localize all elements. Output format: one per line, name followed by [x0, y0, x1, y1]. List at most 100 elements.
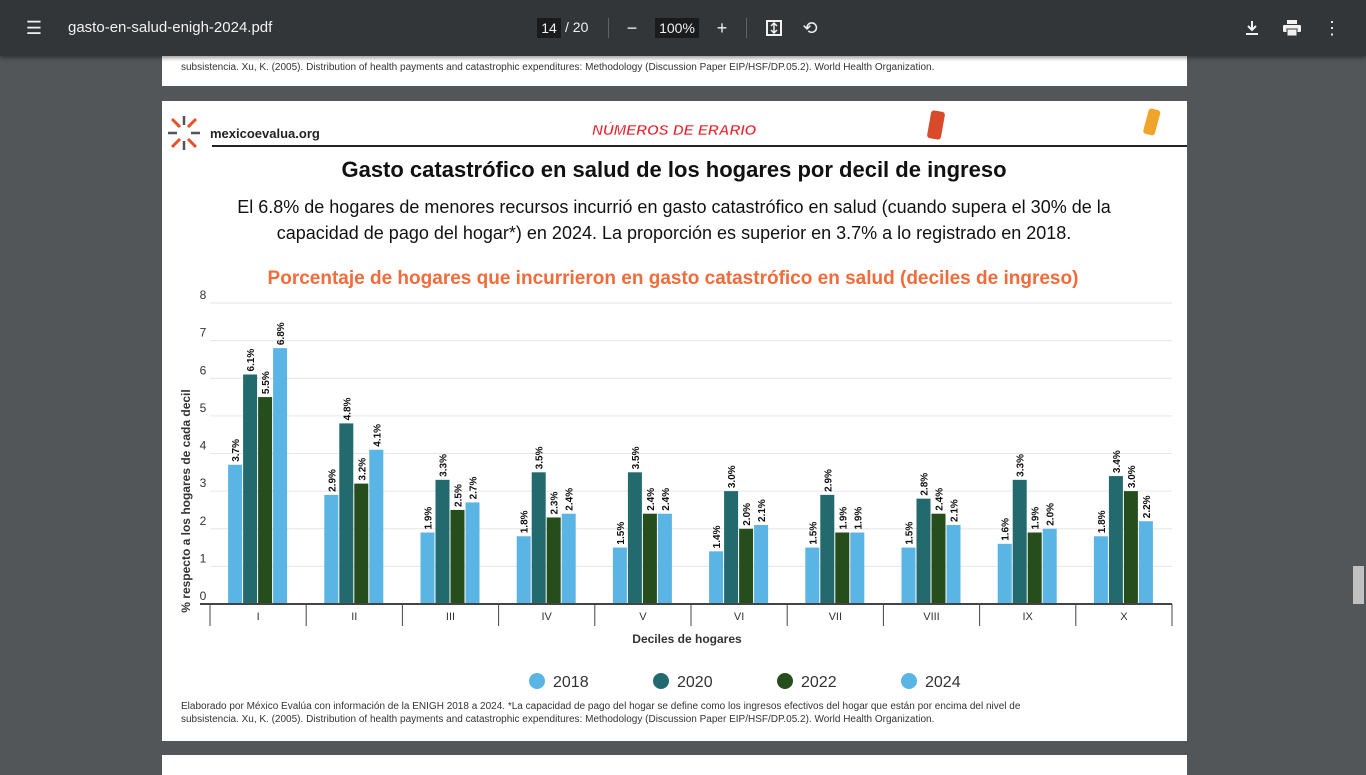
bar-2018-VI [709, 551, 724, 604]
bar-2018-II [324, 494, 339, 604]
bar-2018-VIII [901, 547, 916, 604]
bar-2018-X [1093, 536, 1108, 604]
bar-2024-IV [561, 513, 576, 604]
bar-2024-VI [754, 524, 769, 604]
x-tick-label: IX [1022, 611, 1033, 623]
data-label: 2.4% [661, 488, 672, 511]
footnote: subsistencia. Xu, K. (2005). Distributio… [181, 62, 935, 73]
data-label: 3.4% [1112, 450, 1123, 473]
data-label: 3.5% [631, 446, 642, 469]
hamburger-icon[interactable]: ☰ [25, 17, 43, 38]
more-vert-icon[interactable]: ⋮ [1323, 17, 1341, 38]
bar-2022-IV [546, 517, 561, 604]
zoom-out-button[interactable]: − [626, 17, 638, 38]
scrollbar-thumb[interactable] [1353, 566, 1364, 604]
scrollbar[interactable] [1351, 56, 1366, 768]
divider [746, 18, 747, 38]
data-label: 2.8% [920, 473, 931, 496]
data-label: 2.4% [646, 488, 657, 511]
bar-2022-V [642, 513, 657, 604]
legend-label: 2024 [925, 674, 961, 691]
legend-label: 2020 [677, 674, 713, 691]
data-label: 3.7% [231, 439, 242, 462]
brand-name: mexicoevalua.org [210, 126, 320, 141]
y-tick-label: 5 [200, 401, 207, 415]
bar-2024-II [369, 449, 384, 604]
legend-marker-2018 [529, 673, 545, 689]
data-label: 3.0% [1127, 465, 1138, 488]
x-axis-label: Deciles de hogares [632, 632, 742, 646]
zoom-in-button[interactable]: + [716, 17, 728, 38]
x-tick-label: III [446, 611, 455, 623]
bar-2024-X [1138, 521, 1153, 604]
print-icon[interactable] [1280, 16, 1304, 40]
data-label: 3.3% [1016, 454, 1027, 477]
data-label: 1.9% [424, 507, 435, 530]
bar-2022-VII [835, 532, 850, 604]
bar-2022-III [450, 509, 465, 604]
bar-2018-IV [516, 536, 531, 604]
bar-2022-IX [1027, 532, 1042, 604]
header-rule [212, 145, 1187, 147]
mascot-red-icon [927, 110, 945, 140]
bar-2024-IX [1042, 528, 1057, 604]
y-tick-label: 1 [200, 551, 207, 565]
rotate-icon[interactable]: ⟲ [802, 17, 818, 38]
bar-2020-V [627, 472, 642, 604]
bar-2020-IX [1012, 479, 1027, 604]
numeros-de-erario-logo: NÚMEROS DE ERARIO [592, 121, 757, 139]
bar-2018-IX [997, 543, 1012, 604]
y-tick-label: 3 [200, 476, 207, 490]
data-label: 1.9% [853, 507, 864, 530]
data-label: 1.6% [1001, 518, 1012, 541]
data-label: 2.0% [1046, 503, 1057, 526]
data-label: 2.9% [327, 469, 338, 492]
data-label: 4.8% [342, 397, 353, 420]
data-label: 1.5% [616, 522, 627, 545]
data-label: 2.3% [550, 492, 561, 515]
bar-2024-VIII [946, 524, 961, 604]
data-label: 2.0% [742, 503, 753, 526]
bar-2020-VIII [916, 498, 931, 604]
y-tick-label: 4 [200, 439, 207, 453]
bar-2020-X [1108, 476, 1123, 604]
bar-2024-V [657, 513, 672, 604]
bar-2020-I [243, 374, 258, 604]
bar-2018-III [420, 532, 435, 604]
zoom-input[interactable]: 100% [655, 18, 699, 38]
data-label: 1.9% [1031, 507, 1042, 530]
bar-2018-I [228, 464, 243, 604]
y-tick-label: 6 [200, 363, 207, 377]
data-label: 1.4% [712, 525, 723, 548]
footnote-line-2: subsistencia. Xu, K. (2005). Distributio… [181, 714, 935, 725]
bar-2018-VII [805, 547, 820, 604]
data-label: 1.9% [838, 507, 849, 530]
data-label: 3.2% [357, 458, 368, 481]
pdf-page-15 [162, 755, 1187, 775]
mascot-yellow-icon [1143, 108, 1161, 136]
pdf-toolbar: ☰ gasto-en-salud-enigh-2024.pdf 14 / 20 … [0, 0, 1366, 56]
fit-page-icon[interactable] [762, 16, 786, 40]
chart-title: Porcentaje de hogares que incurrieron en… [268, 268, 1079, 289]
x-tick-label: II [351, 611, 357, 623]
bar-2022-X [1123, 491, 1138, 604]
data-label: 4.1% [372, 424, 383, 447]
page-number-input[interactable]: 14 [537, 18, 561, 38]
x-tick-label: X [1120, 611, 1128, 623]
data-label: 2.2% [1142, 495, 1153, 518]
data-label: 2.1% [950, 499, 961, 522]
bar-2022-I [258, 397, 273, 604]
download-icon[interactable] [1240, 16, 1264, 40]
data-label: 2.9% [823, 469, 834, 492]
legend-label: 2018 [553, 674, 589, 691]
legend-marker-2024 [901, 673, 917, 689]
legend-label: 2022 [801, 674, 837, 691]
page-graphics: mexicoevalua.org NÚMEROS DE ERARIO Gasto… [168, 108, 1187, 691]
x-tick-label: I [257, 611, 260, 623]
y-tick-label: 2 [200, 514, 207, 528]
data-label: 2.1% [757, 499, 768, 522]
document-title: gasto-en-salud-enigh-2024.pdf [68, 19, 273, 36]
bar-2022-II [354, 483, 369, 604]
bar-2024-III [465, 502, 480, 604]
bar-2020-VII [820, 494, 835, 604]
